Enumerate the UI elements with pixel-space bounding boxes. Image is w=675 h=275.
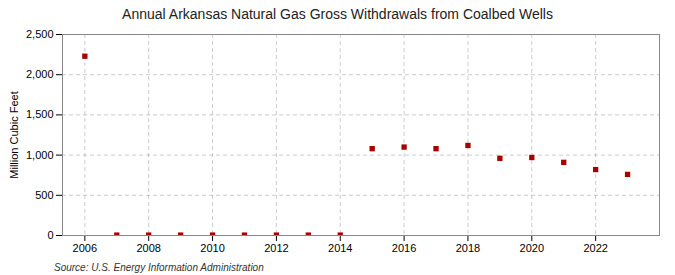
- svg-text:2016: 2016: [392, 242, 416, 254]
- svg-text:2022: 2022: [583, 242, 607, 254]
- svg-text:2,000: 2,000: [26, 68, 54, 80]
- svg-text:1,500: 1,500: [26, 108, 54, 120]
- svg-text:2010: 2010: [200, 242, 224, 254]
- svg-text:2020: 2020: [520, 242, 544, 254]
- svg-text:500: 500: [35, 189, 53, 201]
- html-text:Annual Arkansas Natural Gas Gr: Annual Arkansas Natural Gas Gross Withdr…: [122, 6, 553, 22]
- svg-text:2,500: 2,500: [26, 28, 54, 40]
- svg-text:2008: 2008: [136, 242, 160, 254]
- svg-text:2014: 2014: [328, 242, 352, 254]
- svg-text:2012: 2012: [264, 242, 288, 254]
- html-text:Source: U.S. Energy Informatio: Source: U.S. Energy Information Administ…: [54, 262, 264, 273]
- svg-text:Million Cubic Feet: Million Cubic Feet: [8, 91, 20, 178]
- svg-text:1,000: 1,000: [26, 149, 54, 161]
- svg-text:2006: 2006: [73, 242, 97, 254]
- svg-text:2018: 2018: [456, 242, 480, 254]
- svg-text:0: 0: [47, 229, 53, 241]
